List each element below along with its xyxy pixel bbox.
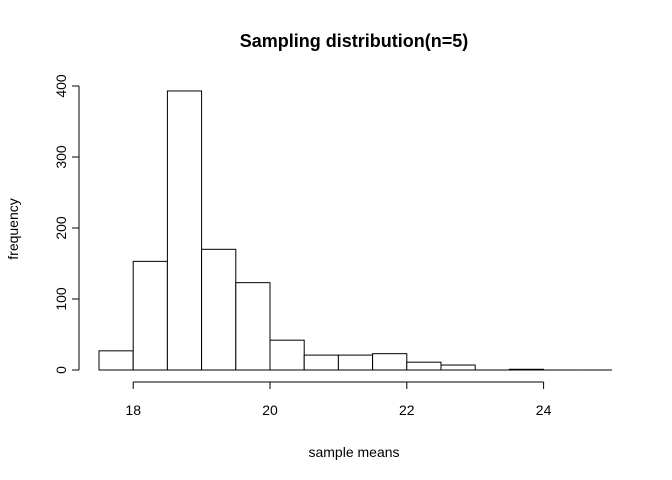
y-tick-label: 100 — [53, 287, 69, 311]
y-axis: 0 100 200 300 400 — [53, 74, 80, 374]
histogram-bar — [372, 353, 408, 371]
y-tick-label: 200 — [53, 216, 69, 240]
y-tick-label: 0 — [53, 366, 69, 374]
x-tick-label: 22 — [399, 402, 415, 418]
histogram-bar — [132, 260, 168, 371]
histogram-bars — [98, 90, 612, 371]
histogram-bar — [508, 368, 545, 371]
histogram-bar — [269, 339, 305, 371]
x-axis-label: sample means — [308, 444, 399, 460]
histogram-bar — [98, 350, 134, 371]
histogram-bar — [166, 90, 203, 371]
x-axis: 18 20 22 24 — [125, 381, 552, 418]
x-tick-label: 20 — [262, 402, 278, 418]
histogram-bar — [235, 282, 271, 371]
x-tick-label: 24 — [536, 402, 552, 418]
x-tick-label: 18 — [125, 402, 141, 418]
histogram-bar — [406, 361, 442, 371]
chart-title: Sampling distribution(n=5) — [240, 31, 469, 51]
histogram-bar — [440, 364, 476, 371]
y-tick-label: 400 — [53, 74, 69, 98]
histogram-bar — [201, 248, 237, 371]
histogram-bar — [337, 354, 374, 371]
y-tick-label: 300 — [53, 145, 69, 169]
y-axis-label: frequency — [5, 198, 21, 259]
histogram-bar — [303, 354, 339, 371]
